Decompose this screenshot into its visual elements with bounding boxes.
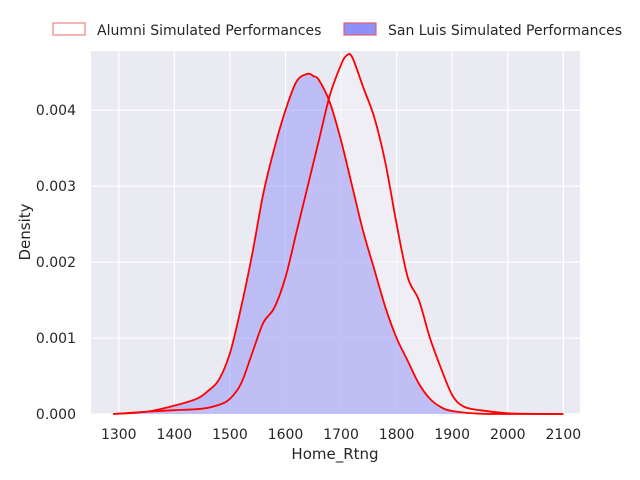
x-tick-label: 1500 <box>212 427 248 443</box>
legend-swatch-san-luis <box>343 22 377 36</box>
y-tick-label: 0.002 <box>36 255 76 271</box>
y-tick-label: 0.000 <box>36 407 76 423</box>
x-tick-label: 1700 <box>323 427 359 443</box>
x-tick-label: 2000 <box>490 427 526 443</box>
x-tick-label: 2100 <box>546 427 582 443</box>
series-layer <box>113 52 564 415</box>
legend-label-alumni: Alumni Simulated Performances <box>97 23 321 39</box>
x-tick-label: 1800 <box>379 427 415 443</box>
density-area-san-luis <box>113 73 564 415</box>
x-tick-label: 1600 <box>268 427 304 443</box>
legend: Alumni Simulated Performances San Luis S… <box>52 22 622 39</box>
y-axis-ticks: 0.000 0.001 0.002 0.003 0.004 <box>36 103 76 423</box>
x-tick-label: 1400 <box>157 427 193 443</box>
density-line-san-luis <box>113 72 564 415</box>
x-axis-ticks: 1300 1400 1500 1600 1700 1800 1900 2000 2100 <box>101 427 581 443</box>
x-axis-label: Home_Rtng <box>291 445 378 464</box>
density-line-alumni <box>113 52 564 415</box>
y-tick-label: 0.003 <box>36 179 76 195</box>
y-tick-label: 0.001 <box>36 331 76 347</box>
legend-swatch-alumni <box>52 22 86 36</box>
y-tick-label: 0.004 <box>36 103 76 119</box>
x-tick-label: 1900 <box>434 427 470 443</box>
x-tick-label: 1300 <box>101 427 137 443</box>
legend-label-san-luis: San Luis Simulated Performances <box>388 23 622 39</box>
y-axis-label: Density <box>16 203 34 260</box>
